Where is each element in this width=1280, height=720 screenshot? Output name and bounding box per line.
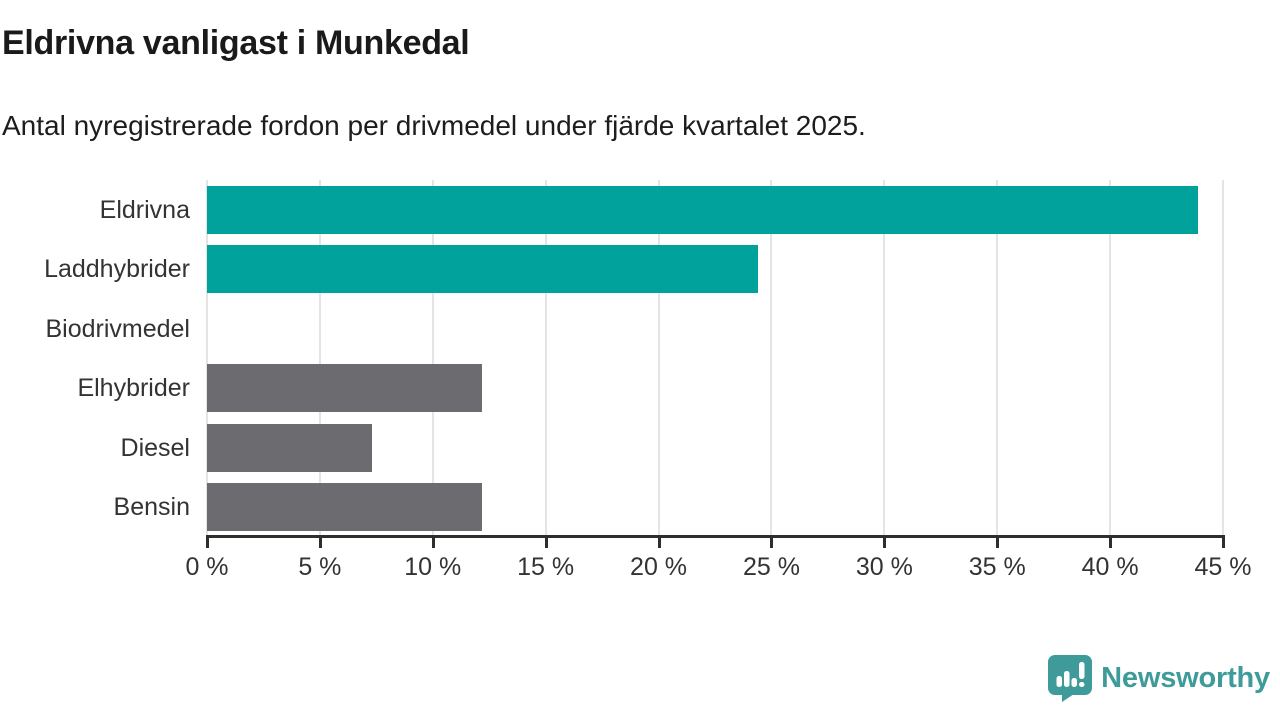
bar bbox=[207, 364, 483, 413]
bar bbox=[207, 245, 758, 294]
chart-subtitle: Antal nyregistrerade fordon per drivmede… bbox=[2, 110, 866, 141]
x-axis-tick-label: 10 % bbox=[404, 553, 462, 581]
gridline bbox=[883, 180, 886, 537]
category-label: Biodrivmedel bbox=[45, 314, 190, 343]
x-axis-tick-label: 15 % bbox=[517, 553, 575, 581]
gridline bbox=[1222, 180, 1224, 537]
x-axis-tick-label: 30 % bbox=[855, 553, 913, 581]
gridline bbox=[206, 180, 208, 537]
gridline bbox=[657, 180, 660, 537]
x-axis-tick bbox=[544, 535, 548, 548]
bar bbox=[207, 483, 483, 532]
x-axis-tick bbox=[883, 535, 887, 548]
gridline bbox=[431, 180, 434, 537]
x-axis-tick bbox=[1109, 535, 1113, 548]
x-axis-tick bbox=[657, 535, 661, 548]
x-axis-tick-label: 20 % bbox=[630, 553, 688, 581]
x-axis-tick-label: 5 % bbox=[298, 553, 342, 581]
x-axis-tick-label: 0 % bbox=[185, 553, 229, 581]
x-axis-tick-label: 25 % bbox=[742, 553, 800, 581]
newsworthy-logo: Newsworthy bbox=[1048, 655, 1270, 702]
gridline bbox=[544, 180, 547, 537]
x-axis-tick bbox=[318, 535, 322, 548]
bar-chart: Eldrivna Laddhybrider Biodrivmedel Elhybrid… bbox=[0, 180, 1280, 600]
x-axis-tick-label: 45 % bbox=[1194, 553, 1252, 581]
gridline bbox=[1109, 180, 1112, 537]
x-axis-tick bbox=[770, 535, 774, 548]
bar bbox=[207, 423, 372, 472]
x-axis-line bbox=[206, 535, 1225, 538]
x-axis-tick-label: 40 % bbox=[1081, 553, 1139, 581]
category-label: Elhybrider bbox=[77, 374, 190, 403]
category-label: Diesel bbox=[120, 433, 190, 462]
x-axis-tick bbox=[1222, 535, 1225, 548]
gridline bbox=[996, 180, 999, 537]
chart-title: Eldrivna vanligast i Munkedal bbox=[2, 24, 470, 62]
category-label: Bensin bbox=[113, 493, 190, 522]
x-axis-tick bbox=[206, 535, 209, 548]
x-axis-tick bbox=[996, 535, 1000, 548]
x-axis-tick bbox=[431, 535, 435, 548]
gridline bbox=[770, 180, 773, 537]
bar bbox=[207, 185, 1199, 234]
gridline bbox=[318, 180, 321, 537]
category-label: Eldrivna bbox=[99, 195, 190, 224]
newsworthy-bubble-chart-icon bbox=[1048, 655, 1093, 702]
x-axis-tick-label: 35 % bbox=[968, 553, 1026, 581]
brand-name: Newsworthy bbox=[1101, 662, 1270, 694]
category-label: Laddhybrider bbox=[44, 255, 190, 284]
